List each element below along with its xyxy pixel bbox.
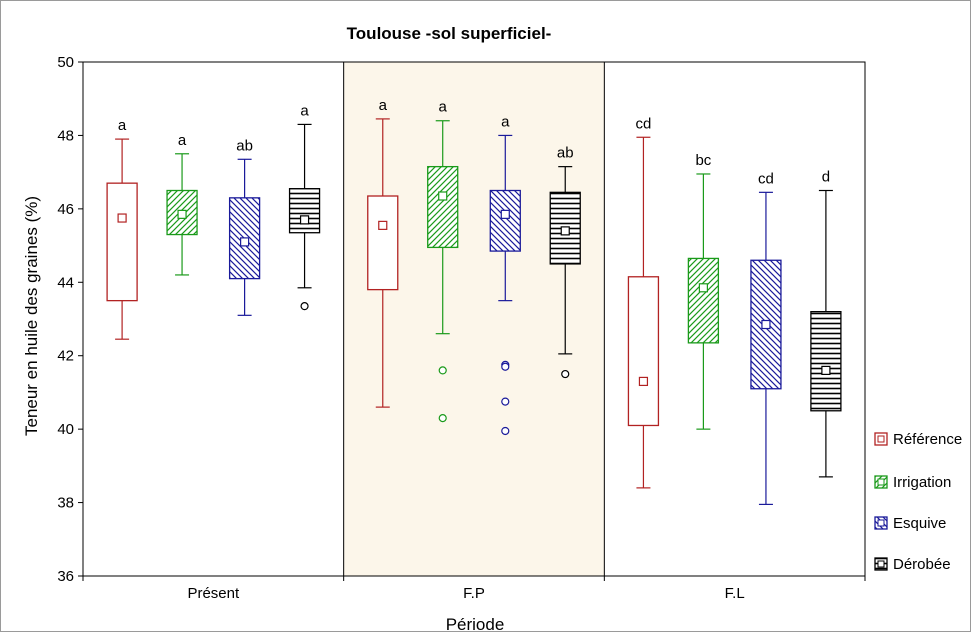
box-iqr xyxy=(288,188,321,234)
box-dérobée-fp: ab xyxy=(549,145,581,379)
box-esquive-fl: cd xyxy=(750,170,782,506)
x-axis-label: Période xyxy=(446,615,505,633)
box-référence-fp: a xyxy=(367,97,399,408)
outlier-point xyxy=(501,362,510,371)
significance-letter: a xyxy=(178,132,187,149)
box-dérobée-présent: a xyxy=(288,102,321,311)
box-iqr xyxy=(427,165,459,249)
significance-letter: cd xyxy=(636,115,652,132)
outlier-point xyxy=(438,414,447,423)
y-axis: 36 38 40 42 44 46 48 50 xyxy=(57,54,83,585)
y-axis-label: Teneur en huile des graines (%) xyxy=(22,196,41,436)
mean-marker xyxy=(821,365,831,375)
significance-letter: ab xyxy=(236,137,253,154)
significance-letter: a xyxy=(439,99,448,116)
box-référence-présent: a xyxy=(106,117,138,340)
significance-letter: a xyxy=(501,113,510,130)
y-tick-label: 46 xyxy=(57,201,74,218)
box-iqr xyxy=(687,257,720,344)
outlier-point xyxy=(300,302,309,311)
mean-marker xyxy=(177,209,187,219)
mean-marker xyxy=(240,237,250,247)
mean-marker xyxy=(299,215,310,225)
mean-marker xyxy=(500,209,510,219)
mean-marker xyxy=(378,220,388,230)
y-tick-label: 50 xyxy=(57,54,74,71)
plot-border xyxy=(82,61,866,577)
significance-letter: d xyxy=(822,169,830,186)
outlier-point xyxy=(501,397,510,406)
y-tick-label: 48 xyxy=(57,127,74,144)
legend-label: Dérobée xyxy=(893,556,951,573)
outlier-point xyxy=(438,366,447,375)
y-tick-label: 36 xyxy=(57,568,74,585)
legend-marker xyxy=(877,478,885,486)
period-bands xyxy=(82,61,866,577)
box-iqr xyxy=(810,311,842,412)
mean-marker xyxy=(761,319,771,330)
significance-letter: ab xyxy=(557,145,574,162)
y-tick-label: 44 xyxy=(57,274,74,291)
outlier-point xyxy=(561,369,570,379)
x-axis: Présent F.P F.L xyxy=(82,576,866,602)
mean-marker xyxy=(638,376,649,387)
mean-marker xyxy=(698,283,708,293)
chart-title: Toulouse -sol superficiel- xyxy=(347,24,552,43)
significance-letter: a xyxy=(379,97,388,114)
box-iqr xyxy=(627,276,660,427)
mean-marker xyxy=(560,226,570,236)
box-iqr xyxy=(106,182,138,302)
significance-letter: cd xyxy=(758,170,774,187)
period-band-shade xyxy=(343,62,605,576)
y-tick-label: 42 xyxy=(57,348,74,365)
legend-label: Référence xyxy=(893,431,962,448)
mean-marker xyxy=(117,213,127,223)
significance-letter: a xyxy=(118,117,127,134)
significance-letter: bc xyxy=(695,152,711,169)
legend-label: Esquive xyxy=(893,515,946,532)
box-marks: a a ab a a a a ab cd bc cd d xyxy=(106,97,842,506)
box-référence-fl: cd xyxy=(627,115,660,489)
x-tick-label: Présent xyxy=(187,585,240,602)
mean-marker xyxy=(438,191,448,201)
box-irrigation-présent: a xyxy=(166,132,198,276)
legend-label: Irrigation xyxy=(893,474,951,491)
y-tick-label: 38 xyxy=(57,495,74,512)
x-tick-label: F.P xyxy=(463,585,485,602)
box-dérobée-fl: d xyxy=(810,169,842,478)
legend: Référence Irrigation Esquive Dérobée xyxy=(874,431,962,573)
legend-marker xyxy=(877,560,885,568)
box-esquive-présent: ab xyxy=(228,137,261,316)
box-esquive-fp: a xyxy=(489,113,521,436)
legend-marker xyxy=(877,519,885,527)
outlier-point xyxy=(501,426,510,436)
y-tick-label: 40 xyxy=(57,421,74,438)
significance-letter: a xyxy=(300,102,309,119)
legend-marker xyxy=(877,435,885,443)
x-tick-label: F.L xyxy=(725,585,745,602)
box-irrigation-fl: bc xyxy=(687,152,720,430)
box-iqr xyxy=(489,189,521,252)
box-irrigation-fp: a xyxy=(427,99,459,423)
box-iqr xyxy=(367,195,399,291)
